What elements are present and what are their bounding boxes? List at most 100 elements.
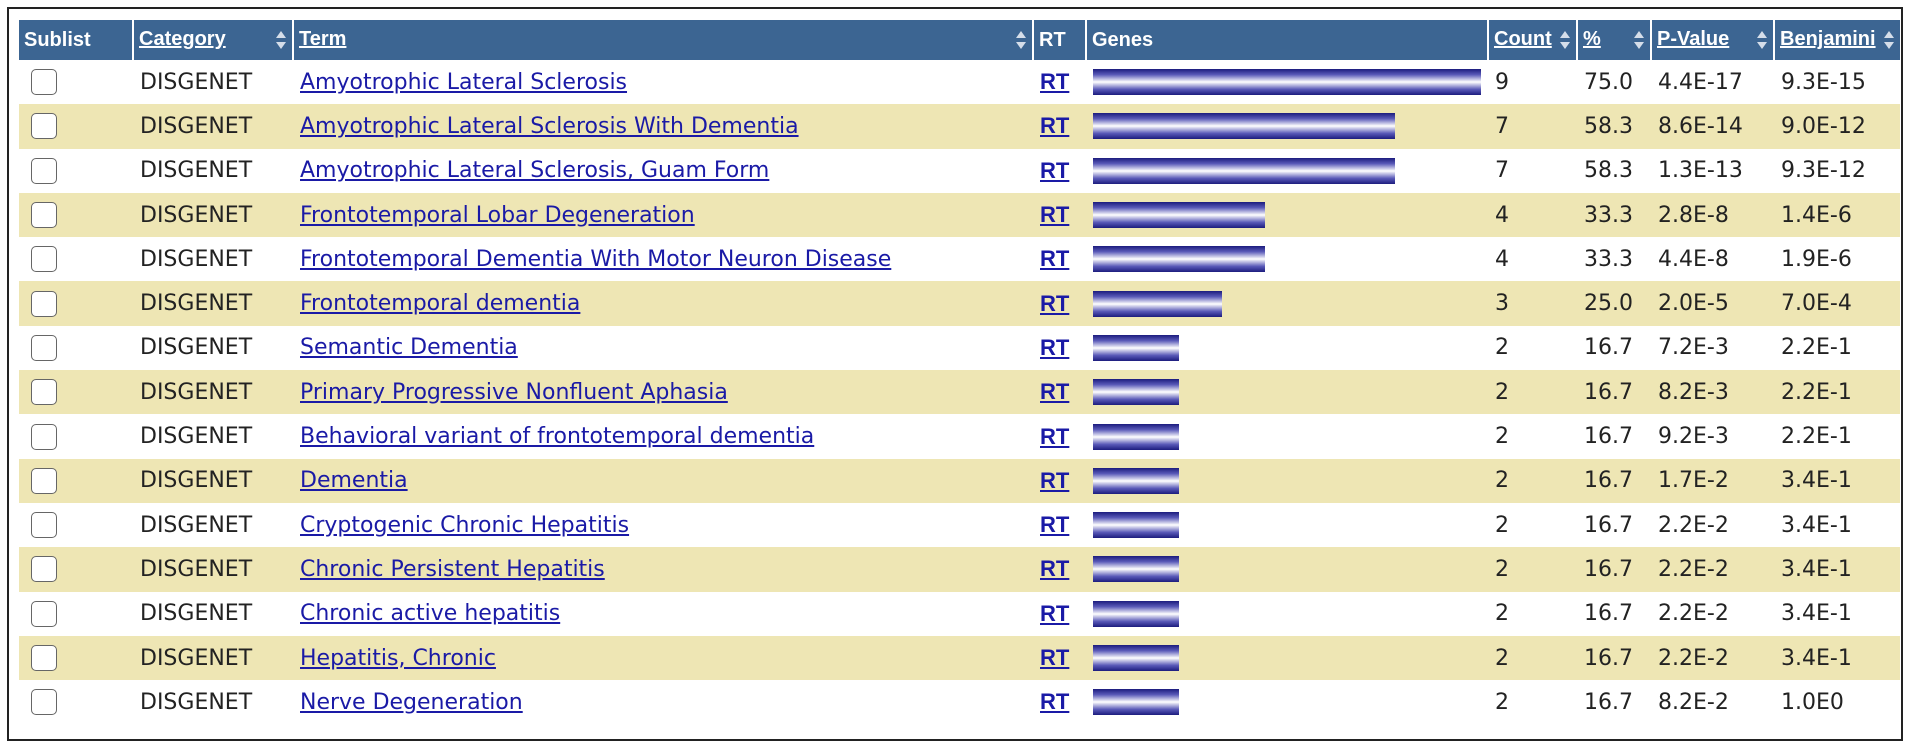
term-link[interactable]: Frontotemporal Dementia With Motor Neuro… (300, 246, 892, 272)
sublist-checkbox[interactable] (31, 645, 57, 671)
header-category[interactable]: Category (134, 20, 294, 60)
rt-link[interactable]: RT (1040, 600, 1070, 626)
rt-link[interactable]: RT (1040, 556, 1070, 582)
term-link[interactable]: Amyotrophic Lateral Sclerosis, Guam Form (300, 158, 770, 184)
sublist-checkbox[interactable] (31, 113, 57, 140)
sublist-checkbox[interactable] (31, 556, 57, 583)
category-cell: DISGENET (134, 635, 294, 681)
table-row: DISGENET Hepatitis, Chronic RT 2 16.7 2.2E-2 3… (19, 635, 1900, 681)
genes-cell (1087, 237, 1489, 282)
genes-bar[interactable] (1093, 600, 1179, 627)
count-cell: 4 (1489, 237, 1578, 282)
sublist-checkbox[interactable] (31, 290, 57, 317)
category-cell: DISGENET (134, 414, 294, 459)
genes-bar[interactable] (1093, 645, 1179, 671)
genes-bar[interactable] (1093, 202, 1265, 229)
sublist-cell (19, 148, 134, 193)
sublist-checkbox[interactable] (31, 467, 57, 494)
count-cell: 2 (1489, 502, 1578, 548)
term-cell: Frontotemporal Dementia With Motor Neuro… (294, 237, 1034, 282)
header-term[interactable]: Term (294, 20, 1034, 60)
sublist-checkbox[interactable] (31, 202, 57, 229)
rt-link[interactable]: RT (1040, 290, 1070, 316)
sublist-checkbox[interactable] (31, 379, 57, 406)
sublist-checkbox[interactable] (31, 512, 57, 539)
sort-icon[interactable] (1559, 30, 1571, 52)
percent-cell: 58.3 (1578, 148, 1652, 193)
genes-bar[interactable] (1093, 689, 1179, 716)
term-link[interactable]: Frontotemporal dementia (300, 291, 581, 317)
sublist-checkbox[interactable] (31, 69, 57, 96)
rt-link[interactable]: RT (1040, 157, 1070, 183)
genes-bar[interactable] (1093, 157, 1395, 184)
benjamini-cell: 9.3E-12 (1775, 148, 1900, 193)
sublist-cell (19, 325, 134, 371)
sort-icon[interactable] (1633, 30, 1645, 52)
pvalue-cell: 8.2E-2 (1652, 680, 1775, 725)
rt-link[interactable]: RT (1040, 645, 1070, 670)
term-link[interactable]: Cryptogenic Chronic Hepatitis (300, 512, 630, 538)
count-cell: 2 (1489, 547, 1578, 592)
header-benjamini[interactable]: Benjamini (1775, 20, 1900, 60)
rt-link[interactable]: RT (1040, 334, 1070, 360)
genes-bar[interactable] (1093, 334, 1179, 361)
rt-cell: RT (1034, 370, 1087, 415)
rt-link[interactable]: RT (1040, 467, 1070, 493)
term-link[interactable]: Primary Progressive Nonfluent Aphasia (300, 379, 728, 405)
rt-link[interactable]: RT (1040, 423, 1070, 449)
sort-icon[interactable] (275, 30, 287, 52)
term-link[interactable]: Chronic active hepatitis (300, 601, 561, 627)
benjamini-cell: 2.2E-1 (1775, 370, 1900, 415)
sublist-checkbox[interactable] (31, 334, 57, 361)
genes-bar[interactable] (1093, 246, 1265, 273)
header-percent[interactable]: % (1578, 20, 1652, 60)
genes-bar[interactable] (1093, 69, 1481, 96)
term-link[interactable]: Amyotrophic Lateral Sclerosis (300, 69, 628, 95)
term-link[interactable]: Semantic Dementia (300, 335, 518, 361)
term-link[interactable]: Frontotemporal Lobar Degeneration (300, 202, 695, 228)
header-count[interactable]: Count (1489, 20, 1578, 60)
sublist-checkbox[interactable] (31, 600, 57, 627)
genes-bar[interactable] (1093, 290, 1222, 317)
sublist-checkbox[interactable] (31, 689, 57, 716)
pvalue-cell: 1.7E-2 (1652, 458, 1775, 503)
rt-link[interactable]: RT (1040, 379, 1070, 405)
term-link[interactable]: Nerve Degeneration (300, 689, 523, 715)
pvalue-cell: 9.2E-3 (1652, 414, 1775, 459)
genes-bar[interactable] (1093, 556, 1179, 583)
term-link[interactable]: Hepatitis, Chronic (300, 645, 496, 671)
term-link[interactable]: Dementia (300, 468, 408, 494)
term-link[interactable]: Chronic Persistent Hepatitis (300, 556, 605, 582)
sort-icon[interactable] (1756, 30, 1768, 52)
rt-link[interactable]: RT (1040, 512, 1070, 538)
count-cell: 2 (1489, 680, 1578, 725)
genes-bar[interactable] (1093, 512, 1179, 539)
sort-icon[interactable] (1883, 30, 1895, 52)
header-pvalue[interactable]: P-Value (1652, 20, 1775, 60)
rt-cell: RT (1034, 591, 1087, 636)
sublist-checkbox[interactable] (31, 157, 57, 184)
sublist-checkbox[interactable] (31, 246, 57, 273)
rt-link[interactable]: RT (1040, 69, 1070, 95)
rt-cell: RT (1034, 680, 1087, 725)
benjamini-cell: 9.3E-15 (1775, 60, 1900, 105)
benjamini-cell: 3.4E-1 (1775, 591, 1900, 636)
genes-bar[interactable] (1093, 113, 1395, 140)
term-link[interactable]: Behavioral variant of frontotemporal dem… (300, 424, 815, 450)
rt-link[interactable]: RT (1040, 113, 1070, 139)
term-link[interactable]: Amyotrophic Lateral Sclerosis With Demen… (300, 113, 799, 139)
table-row: DISGENET Nerve Degeneration RT 2 16.7 8.2E-2 1… (19, 680, 1900, 725)
table-row: DISGENET Chronic active hepatitis RT 2 16.7 2… (19, 591, 1900, 636)
table-row: DISGENET Frontotemporal dementia RT 3 25.0 2.… (19, 281, 1900, 326)
benjamini-cell: 9.0E-12 (1775, 104, 1900, 149)
rt-link[interactable]: RT (1040, 689, 1070, 715)
pvalue-cell: 8.6E-14 (1652, 104, 1775, 149)
rt-link[interactable]: RT (1040, 202, 1070, 228)
rt-link[interactable]: RT (1040, 246, 1070, 272)
sort-icon[interactable] (1015, 30, 1027, 52)
genes-bar[interactable] (1093, 467, 1179, 494)
genes-bar[interactable] (1093, 379, 1179, 406)
genes-bar[interactable] (1093, 423, 1179, 450)
sublist-checkbox[interactable] (31, 423, 57, 450)
term-cell: Amyotrophic Lateral Sclerosis With Demen… (294, 104, 1034, 149)
